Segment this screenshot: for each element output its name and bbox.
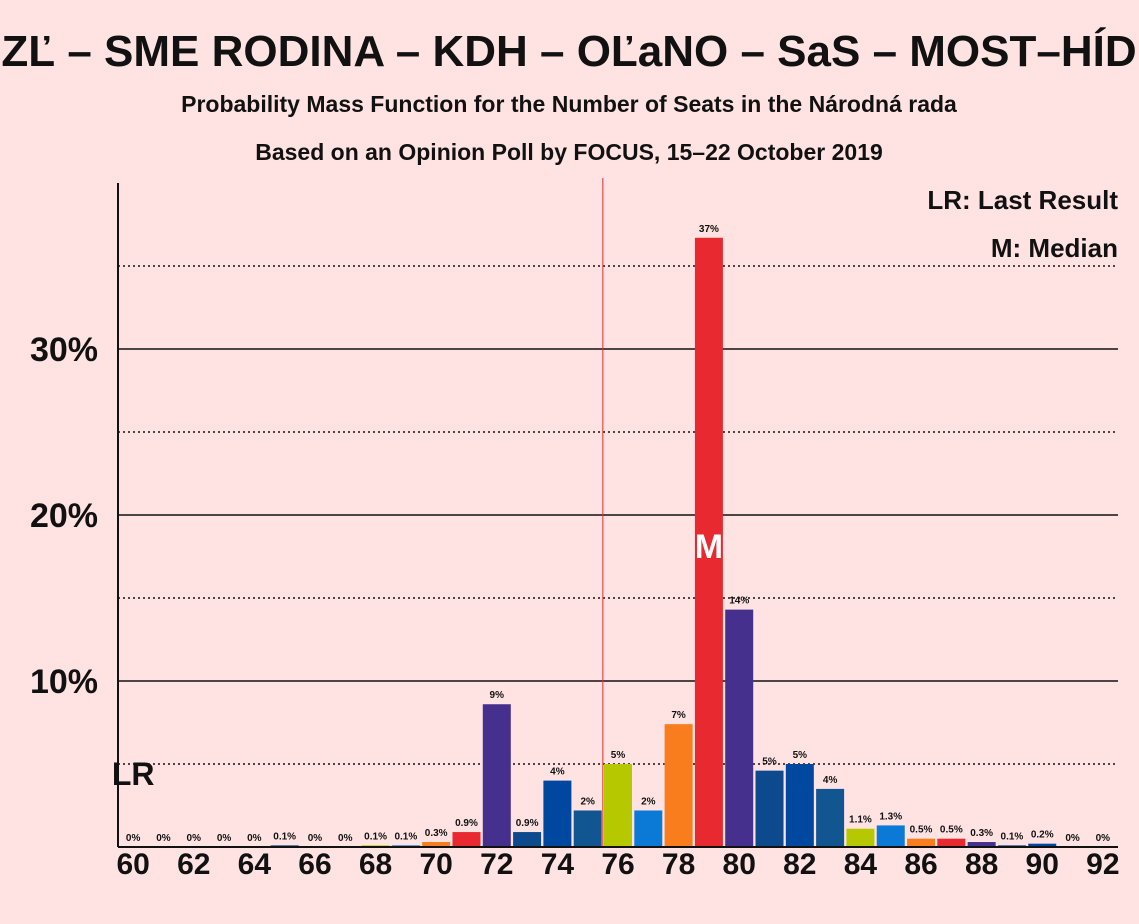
x-tick-label: 92	[1086, 848, 1119, 881]
value-label: 0.9%	[455, 818, 478, 829]
value-label: 0%	[156, 833, 171, 844]
x-tick-label: 60	[116, 848, 149, 881]
value-label: 37%	[699, 224, 719, 235]
value-label: 5%	[793, 750, 808, 761]
value-label: 0.1%	[273, 831, 296, 842]
value-label: 0.1%	[394, 831, 417, 842]
chart-title: ZĽ – SME RODINA – KDH – OĽaNO – SaS – MO…	[1, 26, 1136, 76]
value-label: 0%	[1096, 833, 1111, 844]
value-label: 0%	[126, 833, 141, 844]
bar	[907, 838, 936, 847]
bar	[513, 832, 542, 847]
x-tick-label: 62	[177, 848, 210, 881]
bar	[543, 780, 572, 847]
value-label: 0.3%	[970, 828, 993, 839]
bar	[876, 825, 905, 847]
bar	[1028, 843, 1057, 847]
x-tick-label: 80	[723, 848, 756, 881]
bar	[755, 770, 784, 847]
value-label: 0%	[217, 833, 232, 844]
value-label: 2%	[580, 796, 595, 807]
bar	[422, 842, 451, 847]
value-label: 4%	[823, 775, 838, 786]
x-tick-label: 72	[480, 848, 513, 881]
bar	[846, 828, 875, 847]
bar	[604, 764, 632, 847]
x-tick-label: 82	[783, 848, 816, 881]
x-tick-label: 76	[601, 848, 634, 881]
median-marker: M	[695, 528, 723, 566]
bar	[573, 810, 602, 847]
bar	[725, 609, 754, 847]
x-tick-label: 66	[298, 848, 331, 881]
legend-entry: LR: Last Result	[927, 185, 1118, 215]
bar	[694, 237, 723, 847]
value-label: 2%	[641, 796, 656, 807]
x-tick-label: 78	[662, 848, 695, 881]
value-label: 0%	[247, 833, 262, 844]
x-tick-label: 68	[359, 848, 392, 881]
value-label: 9%	[490, 690, 505, 701]
value-label: 5%	[762, 757, 777, 768]
bar	[816, 788, 845, 847]
value-label: 0%	[1065, 833, 1080, 844]
bar	[785, 764, 814, 847]
x-tick-label: 74	[541, 848, 575, 881]
value-label: 0.1%	[1001, 831, 1024, 842]
last-result-marker: LR	[112, 756, 155, 792]
x-tick-label: 86	[904, 848, 937, 881]
value-label: 4%	[550, 767, 565, 778]
bar	[482, 704, 511, 847]
value-label: 0.5%	[910, 825, 933, 836]
chart-subtitle: Probability Mass Function for the Number…	[181, 91, 957, 117]
x-tick-label: 84	[844, 848, 878, 881]
x-tick-label: 70	[419, 848, 452, 881]
value-label: 0.1%	[364, 831, 387, 842]
bar	[452, 832, 481, 847]
value-label: 14%	[729, 596, 749, 607]
x-tick-label: 88	[965, 848, 998, 881]
x-tick-label: 64	[238, 848, 272, 881]
y-tick-label: 10%	[30, 663, 98, 701]
value-label: 5%	[611, 750, 626, 761]
bar	[937, 838, 966, 847]
value-label: 0.3%	[425, 828, 448, 839]
value-label: 7%	[671, 710, 686, 721]
bar	[634, 810, 663, 847]
y-tick-label: 30%	[30, 331, 98, 369]
value-label: 1.3%	[879, 811, 902, 822]
bar	[664, 724, 693, 847]
value-label: 0.9%	[516, 818, 539, 829]
value-label: 0%	[338, 833, 353, 844]
value-label: 1.1%	[849, 815, 872, 826]
y-tick-label: 20%	[30, 497, 98, 535]
legend-entry: M: Median	[991, 233, 1118, 263]
x-tick-label: 90	[1026, 848, 1059, 881]
value-label: 0%	[187, 833, 202, 844]
value-label: 0%	[308, 833, 323, 844]
bar	[967, 842, 996, 847]
value-label: 0.2%	[1031, 830, 1054, 841]
value-label: 0.5%	[940, 825, 963, 836]
chart-subtitle: Based on an Opinion Poll by FOCUS, 15–22…	[255, 139, 883, 165]
